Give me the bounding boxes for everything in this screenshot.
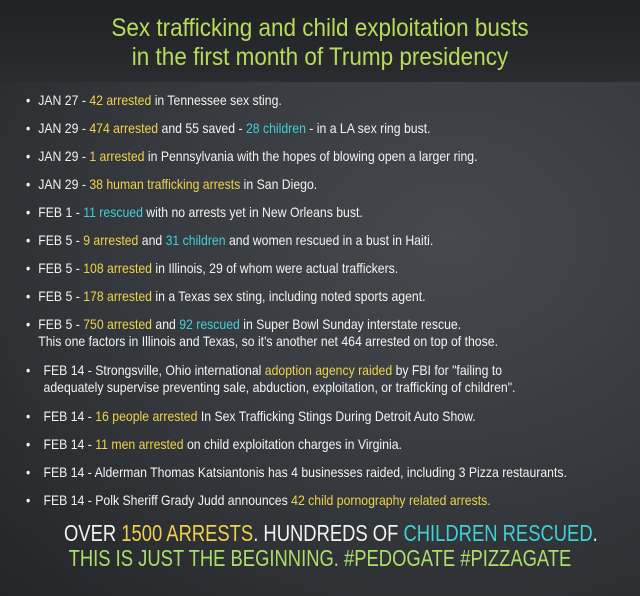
title: Sex trafficking and child exploitation b… [32,14,608,72]
list-item: FEB 5 - 750 arrested and 92 rescued in S… [26,316,639,350]
list-item: FEB 14 - Polk Sheriff Grady Judd announc… [26,492,639,509]
title-line-2: in the first month of Trump presidency [131,43,509,71]
highlight-segment: 11 rescued [83,204,143,220]
highlight-segment: 42 child pornography related arrests. [291,492,491,508]
footer-line-2: THIS IS JUST THE BEGINNING. #PEDOGATE #P… [64,546,576,571]
text-segment: . HUNDREDS OF [253,520,404,546]
text-segment: FEB 14 - Polk Sheriff Grady Judd announc… [43,492,292,508]
text-segment: and [138,232,166,248]
text-segment: and women rescued in a bust in Haiti. [225,232,434,248]
text-segment: and 55 saved - [158,120,246,136]
text-segment: on child exploitation charges in Virgini… [183,436,402,452]
text-segment: FEB 5 - [38,260,84,276]
text-segment: JAN 29 - [38,176,90,192]
highlight-segment: THIS IS JUST THE BEGINNING. #PEDOGATE #P… [68,545,572,571]
list-item-line: FEB 14 - 16 people arrested In Sex Traff… [44,408,639,425]
list-item: FEB 5 - 108 arrested in Illinois, 29 of … [26,260,639,277]
text-segment: - in a LA sex ring bust. [305,120,431,136]
text-segment: in a Texas sex sting, including noted sp… [151,288,426,304]
list-item-line: adequately supervise preventing sale, ab… [44,379,639,396]
list-item-line: FEB 5 - 9 arrested and 31 children and w… [38,232,638,249]
text-segment: in Pennsylvania with the hopes of blowin… [144,148,478,164]
highlight-segment: adoption agency raided [264,362,393,378]
list-item: FEB 5 - 178 arrested in a Texas sex stin… [26,288,639,305]
text-segment: In Sex Trafficking Stings During Detroit… [197,408,476,424]
list-item-line: This one factors in Illinois and Texas, … [38,333,638,350]
text-segment: by FBI for "failing to [392,362,503,378]
highlight-segment: 16 people arrested [95,408,198,424]
list-item-line: JAN 29 - 1 arrested in Pennsylvania with… [38,148,638,165]
text-segment: in Tennessee sex sting. [151,92,282,108]
text-segment: JAN 29 - [38,148,90,164]
text-segment: OVER [64,520,122,546]
highlight-segment: 108 arrested [83,260,152,276]
list-item-line: JAN 27 - 42 arrested in Tennessee sex st… [38,92,638,109]
text-segment: FEB 14 - [43,408,96,424]
highlight-segment: CHILDREN RESCUED [403,520,593,546]
text-segment: FEB 14 - [43,436,96,452]
text-segment: FEB 5 - [38,232,84,248]
list-item: JAN 29 - 474 arrested and 55 saved - 28 … [26,120,639,137]
highlight-segment: 750 arrested [83,316,152,332]
title-banner [0,0,640,82]
text-segment: FEB 14 - Alderman Thomas Katsiantonis ha… [43,464,567,480]
text-segment: FEB 5 - [38,316,84,332]
list-item-line: FEB 5 - 108 arrested in Illinois, 29 of … [38,260,638,277]
highlight-segment: 178 arrested [83,288,152,304]
text-segment: adequately supervise preventing sale, ab… [43,379,516,395]
footer: OVER 1500 ARRESTS. HUNDREDS OF CHILDREN … [64,520,598,571]
list-item: JAN 29 - 1 arrested in Pennsylvania with… [26,148,639,165]
list-item: FEB 5 - 9 arrested and 31 children and w… [26,232,639,249]
list-item-line: FEB 14 - 11 men arrested on child exploi… [44,436,639,453]
text-segment: JAN 29 - [38,120,90,136]
highlight-segment: 1 arrested [89,148,145,164]
highlight-segment: 28 children [245,120,306,136]
list-item-line: FEB 1 - 11 rescued with no arrests yet i… [38,204,638,221]
list-item: FEB 1 - 11 rescued with no arrests yet i… [26,204,639,221]
bust-list: JAN 27 - 42 arrested in Tennessee sex st… [26,92,639,509]
text-segment: with no arrests yet in New Orleans bust. [142,204,363,220]
list-item: FEB 14 - Strongsville, Ohio internationa… [26,362,639,396]
list-item-line: FEB 14 - Polk Sheriff Grady Judd announc… [44,492,639,509]
text-segment: FEB 14 - Strongsville, Ohio internationa… [43,362,265,378]
list-item-line: FEB 5 - 178 arrested in a Texas sex stin… [38,288,638,305]
title-line-1: Sex trafficking and child exploitation b… [111,14,529,42]
highlight-segment: 38 human trafficking arrests [89,176,241,192]
footer-line-1: OVER 1500 ARRESTS. HUNDREDS OF CHILDREN … [64,520,598,546]
highlight-segment: 474 arrested [89,120,159,136]
list-item: FEB 14 - Alderman Thomas Katsiantonis ha… [26,464,639,481]
list-item: FEB 14 - 16 people arrested In Sex Traff… [26,408,639,425]
list-item-line: FEB 14 - Strongsville, Ohio internationa… [44,362,639,379]
text-segment: JAN 27 - [38,92,90,108]
text-segment: in Super Bowl Sunday interstate rescue. [239,316,462,332]
list-item-line: JAN 29 - 474 arrested and 55 saved - 28 … [38,120,638,137]
list-item-line: FEB 14 - Alderman Thomas Katsiantonis ha… [44,464,639,481]
text-segment: . [592,520,598,546]
text-segment: in San Diego. [240,176,318,192]
list-item-line: FEB 5 - 750 arrested and 92 rescued in S… [38,316,638,333]
text-segment: in Illinois, 29 of whom were actual traf… [151,260,399,276]
highlight-segment: 42 arrested [89,92,152,108]
highlight-segment: 11 men arrested [95,436,184,452]
list-item: FEB 14 - 11 men arrested on child exploi… [26,436,639,453]
text-segment: and [151,316,180,332]
text-segment: FEB 5 - [38,288,84,304]
list-item-line: JAN 29 - 38 human trafficking arrests in… [38,176,638,193]
text-segment: This one factors in Illinois and Texas, … [38,333,498,349]
highlight-segment: 31 children [165,232,226,248]
highlight-segment: 92 rescued [179,316,240,332]
list-item: JAN 27 - 42 arrested in Tennessee sex st… [26,92,639,109]
highlight-segment: 9 arrested [83,232,139,248]
highlight-segment: 1500 ARRESTS [121,520,254,546]
list-item: JAN 29 - 38 human trafficking arrests in… [26,176,639,193]
text-segment: FEB 1 - [38,204,84,220]
